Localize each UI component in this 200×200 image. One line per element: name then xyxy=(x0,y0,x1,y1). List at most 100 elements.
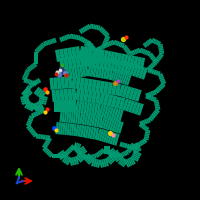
Polygon shape xyxy=(76,143,80,151)
Polygon shape xyxy=(80,150,87,156)
Polygon shape xyxy=(95,25,97,30)
Point xyxy=(60,63,63,67)
Polygon shape xyxy=(155,108,160,110)
Polygon shape xyxy=(26,86,31,91)
Polygon shape xyxy=(63,57,69,69)
Polygon shape xyxy=(144,119,148,124)
Polygon shape xyxy=(45,135,48,140)
Polygon shape xyxy=(32,103,38,112)
Polygon shape xyxy=(144,42,148,47)
Polygon shape xyxy=(44,148,48,152)
Polygon shape xyxy=(76,65,81,78)
Polygon shape xyxy=(84,113,88,125)
Polygon shape xyxy=(157,86,162,91)
Polygon shape xyxy=(143,43,147,48)
Polygon shape xyxy=(127,51,132,55)
Polygon shape xyxy=(34,53,38,55)
Polygon shape xyxy=(107,148,114,154)
Polygon shape xyxy=(124,160,129,168)
Polygon shape xyxy=(60,122,63,135)
Polygon shape xyxy=(79,29,83,34)
Polygon shape xyxy=(122,142,125,148)
Polygon shape xyxy=(151,69,155,74)
Point xyxy=(108,131,112,135)
Polygon shape xyxy=(107,132,113,144)
Polygon shape xyxy=(145,94,149,99)
Polygon shape xyxy=(91,158,95,166)
Polygon shape xyxy=(91,47,96,51)
Polygon shape xyxy=(129,51,133,56)
Polygon shape xyxy=(101,105,106,117)
Polygon shape xyxy=(145,133,150,135)
Polygon shape xyxy=(69,146,74,151)
Polygon shape xyxy=(141,67,148,80)
Polygon shape xyxy=(25,88,30,92)
Polygon shape xyxy=(125,86,132,99)
Polygon shape xyxy=(81,113,86,125)
Polygon shape xyxy=(82,125,87,138)
Polygon shape xyxy=(104,146,106,154)
Polygon shape xyxy=(75,46,81,59)
Polygon shape xyxy=(99,81,105,93)
Polygon shape xyxy=(145,93,149,98)
Polygon shape xyxy=(91,48,97,61)
Polygon shape xyxy=(115,96,121,109)
Polygon shape xyxy=(39,106,42,112)
Polygon shape xyxy=(36,48,40,52)
Polygon shape xyxy=(95,56,101,69)
Polygon shape xyxy=(103,148,106,153)
Polygon shape xyxy=(56,100,59,112)
Polygon shape xyxy=(119,153,122,158)
Polygon shape xyxy=(113,108,119,120)
Polygon shape xyxy=(106,67,110,79)
Polygon shape xyxy=(56,154,58,158)
Polygon shape xyxy=(44,142,49,146)
Polygon shape xyxy=(107,150,110,155)
Polygon shape xyxy=(96,115,101,127)
Polygon shape xyxy=(98,25,100,30)
Polygon shape xyxy=(136,57,142,69)
Polygon shape xyxy=(150,91,154,96)
Polygon shape xyxy=(61,100,64,112)
Polygon shape xyxy=(103,57,109,70)
Polygon shape xyxy=(153,60,158,65)
Polygon shape xyxy=(48,152,52,156)
Polygon shape xyxy=(148,95,152,100)
Polygon shape xyxy=(32,63,36,68)
Polygon shape xyxy=(49,153,54,158)
Polygon shape xyxy=(113,40,117,45)
Polygon shape xyxy=(114,120,119,132)
Polygon shape xyxy=(39,109,43,114)
Polygon shape xyxy=(157,71,161,76)
Polygon shape xyxy=(76,150,81,154)
Polygon shape xyxy=(78,101,82,113)
Polygon shape xyxy=(120,42,123,48)
Polygon shape xyxy=(152,58,157,62)
Polygon shape xyxy=(158,73,163,77)
Polygon shape xyxy=(127,158,133,166)
Polygon shape xyxy=(147,92,150,98)
Polygon shape xyxy=(91,114,96,127)
Polygon shape xyxy=(66,67,70,79)
Polygon shape xyxy=(79,46,85,59)
Polygon shape xyxy=(124,143,128,148)
Polygon shape xyxy=(90,127,94,139)
Polygon shape xyxy=(156,88,160,92)
Polygon shape xyxy=(97,160,101,168)
Polygon shape xyxy=(71,144,76,149)
Polygon shape xyxy=(75,77,81,89)
Polygon shape xyxy=(99,49,105,62)
Polygon shape xyxy=(133,56,139,69)
Polygon shape xyxy=(91,24,94,29)
Polygon shape xyxy=(108,68,113,80)
Polygon shape xyxy=(71,55,77,68)
Polygon shape xyxy=(126,50,131,54)
Polygon shape xyxy=(158,44,163,46)
Polygon shape xyxy=(35,79,40,84)
Polygon shape xyxy=(99,57,105,69)
Polygon shape xyxy=(144,126,148,131)
Polygon shape xyxy=(90,45,95,49)
Point xyxy=(54,73,58,76)
Polygon shape xyxy=(71,100,74,112)
Polygon shape xyxy=(77,146,84,152)
